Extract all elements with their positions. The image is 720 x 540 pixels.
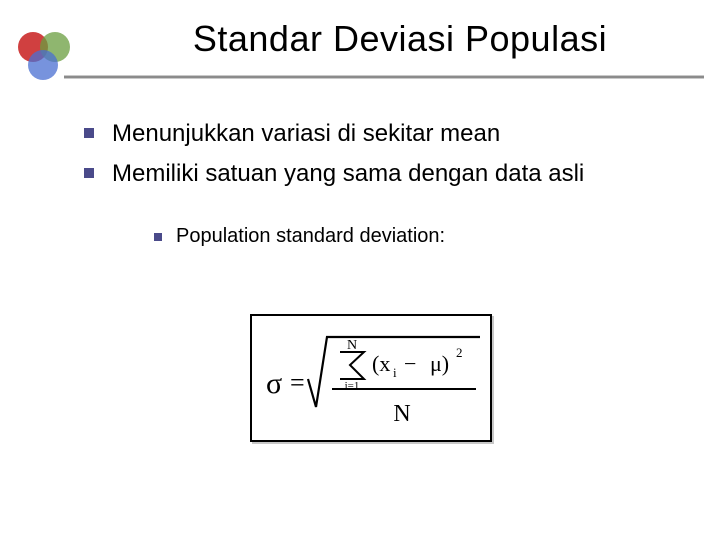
formula-eq: =: [290, 368, 305, 397]
bullet-item: Menunjukkan variasi di sekitar mean: [84, 118, 664, 150]
bullet-text: Menunjukkan variasi di sekitar mean: [112, 118, 500, 150]
term-mu: μ): [430, 351, 449, 376]
term-x: (x: [372, 351, 390, 376]
logo-circle-blue: [28, 50, 58, 80]
term-sq: 2: [456, 345, 463, 360]
formula-svg: σ = N i=1 (x i − μ) 2 N: [252, 317, 490, 439]
sigma-sum-icon: [340, 352, 364, 379]
sub-bullet-text: Population standard deviation:: [176, 225, 445, 248]
term-sub: i: [393, 365, 397, 380]
sub-bullet-marker-icon: [154, 233, 162, 241]
bullet-text: Memiliki satuan yang sama dengan data as…: [112, 158, 584, 190]
denominator: N: [393, 401, 410, 427]
slide-content: Menunjukkan variasi di sekitar mean Memi…: [84, 118, 664, 248]
sum-upper: N: [347, 338, 357, 353]
term-minus: −: [404, 351, 416, 376]
bullet-marker-icon: [84, 168, 94, 178]
slide-title: Standar Deviasi Populasi: [120, 18, 680, 60]
formula-sigma: σ: [266, 367, 282, 400]
bullet-marker-icon: [84, 128, 94, 138]
sum-lower: i=1: [345, 380, 360, 392]
sub-bullet-item: Population standard deviation:: [154, 225, 664, 248]
bullet-item: Memiliki satuan yang sama dengan data as…: [84, 158, 664, 190]
title-underline: [64, 75, 704, 79]
formula-box: σ = N i=1 (x i − μ) 2 N: [250, 314, 492, 442]
